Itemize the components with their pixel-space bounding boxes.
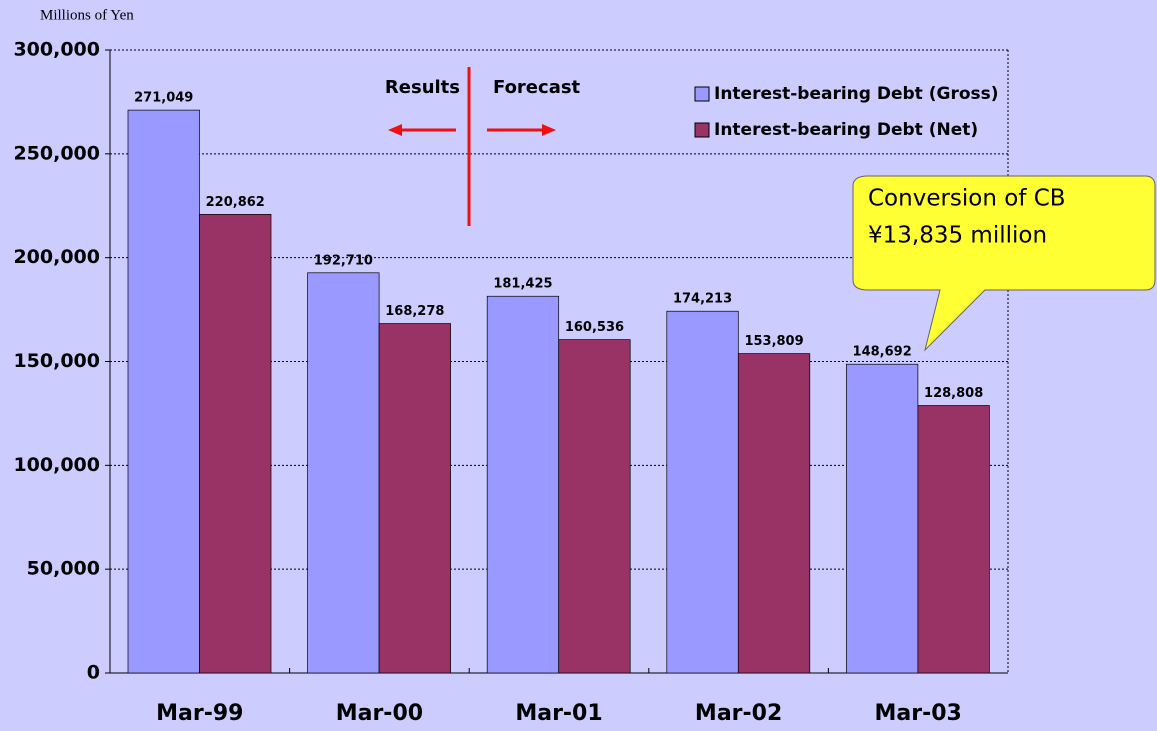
y-tick-label: 300,000 (13, 39, 100, 61)
bar (737, 353, 811, 674)
arrowhead (388, 124, 402, 136)
y-tick-label: 150,000 (13, 350, 100, 372)
plot-area (105, 49, 1009, 674)
x-tick-label: Mar-03 (875, 701, 962, 726)
x-tick-label: Mar-02 (695, 701, 782, 726)
bar (307, 272, 380, 674)
bar (917, 405, 990, 674)
y-tick-label: 0 (87, 662, 100, 684)
value-label: 153,809 (744, 334, 803, 349)
arrowhead (542, 124, 556, 136)
y-tick-label: 250,000 (13, 142, 100, 164)
value-label: 181,425 (493, 277, 552, 292)
legend-label: Interest-bearing Debt (Net) (714, 120, 978, 140)
callout-text: ¥13,835 million (868, 223, 1047, 249)
bar (846, 363, 919, 674)
bar (558, 339, 631, 674)
annotation: Forecast (493, 77, 581, 98)
callout-text: Conversion of CB (868, 186, 1066, 212)
bar (199, 213, 272, 674)
bar (378, 323, 451, 674)
bar (127, 109, 200, 674)
bar (486, 295, 560, 674)
annotation: Results (385, 77, 460, 98)
value-label: 148,692 (853, 345, 912, 360)
value-label: 174,213 (673, 292, 732, 307)
value-label: 271,049 (134, 91, 193, 106)
y-axis-label: Millions of Yen (40, 7, 134, 23)
x-tick-label: Mar-99 (156, 701, 243, 726)
legend-swatch (694, 86, 710, 102)
y-tick-label: 50,000 (27, 558, 100, 580)
callout (852, 175, 1156, 352)
value-label: 192,710 (314, 253, 373, 268)
x-tick-label: Mar-01 (515, 701, 602, 726)
value-label: 220,862 (206, 195, 265, 210)
value-label: 160,536 (565, 320, 624, 335)
value-label: 168,278 (385, 304, 444, 319)
value-label: 128,808 (924, 386, 983, 401)
y-tick-label: 200,000 (13, 246, 100, 268)
x-tick-label: Mar-00 (336, 701, 423, 726)
legend-label: Interest-bearing Debt (Gross) (714, 84, 999, 104)
y-tick-label: 100,000 (13, 454, 100, 476)
legend-swatch (694, 122, 710, 138)
bar (666, 310, 739, 674)
